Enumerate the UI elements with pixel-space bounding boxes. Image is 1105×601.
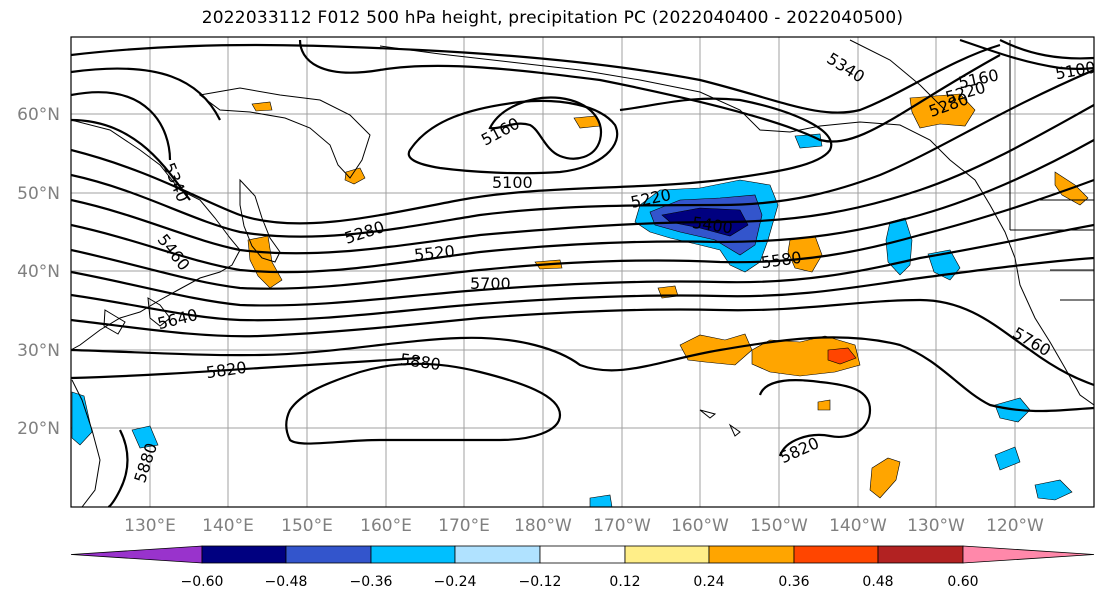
positive-anomaly-patch xyxy=(247,235,283,289)
map-panel: 5340 5160 5100 5220 5280 5400 5460 5520 … xyxy=(17,36,1097,536)
lon-label: 130°W xyxy=(907,516,965,536)
colorbar-segments xyxy=(70,545,1095,564)
colorbar-segment xyxy=(539,545,626,564)
contour-label: 5520 xyxy=(413,242,455,265)
positive-anomaly-patch xyxy=(827,347,857,365)
colorbar-segment xyxy=(201,545,287,564)
map-title: 2022033112 F012 500 hPa height, precipit… xyxy=(201,8,904,28)
colorbar-label: 0.36 xyxy=(778,574,809,590)
colorbar-label: 0.12 xyxy=(609,574,640,590)
colorbar-segment xyxy=(70,545,203,564)
colorbar: −0.60 −0.48 −0.36 −0.24 −0.12 0.12 0.24 … xyxy=(70,545,1095,590)
positive-anomaly-patch xyxy=(344,167,366,185)
colorbar-segment xyxy=(708,545,795,564)
lat-label: 60°N xyxy=(17,105,60,125)
lat-label: 50°N xyxy=(17,184,60,204)
colorbar-label: −0.12 xyxy=(519,574,562,590)
colorbar-segment xyxy=(454,545,541,564)
positive-anomaly-patch xyxy=(251,101,273,112)
negative-anomaly-patch xyxy=(1034,479,1073,501)
colorbar-label: 0.24 xyxy=(693,574,724,590)
lon-label: 160°E xyxy=(360,516,412,536)
lon-label: 150°E xyxy=(281,516,333,536)
negative-anomaly-patch xyxy=(589,494,613,507)
lat-axis-labels: 60°N 50°N 40°N 30°N 20°N xyxy=(17,105,60,439)
map-frame xyxy=(70,36,1095,508)
colorbar-label: 0.48 xyxy=(862,574,893,590)
lat-label: 30°N xyxy=(17,341,60,361)
negative-anomaly-patch xyxy=(794,133,823,149)
colorbar-label: −0.48 xyxy=(265,574,308,590)
lon-label: 120°W xyxy=(986,516,1044,536)
negative-anomaly-patch xyxy=(71,391,93,446)
lon-label: 170°E xyxy=(438,516,490,536)
negative-anomaly-patch xyxy=(131,425,159,449)
colorbar-segment xyxy=(285,545,372,564)
positive-anomaly-patch xyxy=(909,93,976,129)
positive-anomaly-patch xyxy=(869,457,901,499)
negative-anomaly-patch xyxy=(994,446,1021,471)
colorbar-label: 0.60 xyxy=(947,574,978,590)
colorbar-segment xyxy=(962,545,1095,564)
height-contours xyxy=(71,38,1094,507)
colorbar-tick-labels: −0.60 −0.48 −0.36 −0.24 −0.12 0.12 0.24 … xyxy=(181,574,979,590)
positive-anomaly-patch xyxy=(817,399,831,411)
precip-anomaly-shading xyxy=(71,93,1089,507)
positive-anomaly-patch xyxy=(751,335,861,377)
coastlines xyxy=(71,39,1094,507)
colorbar-label: −0.60 xyxy=(181,574,224,590)
lon-label: 140°E xyxy=(202,516,254,536)
lon-label: 160°W xyxy=(671,516,729,536)
lon-label: 150°W xyxy=(750,516,808,536)
lat-label: 40°N xyxy=(17,262,60,282)
lon-axis-labels: 130°E 140°E 150°E 160°E 170°E 180°W 170°… xyxy=(124,516,1044,536)
colorbar-label: −0.36 xyxy=(350,574,393,590)
colorbar-label: −0.24 xyxy=(434,574,477,590)
lon-label: 170°W xyxy=(593,516,651,536)
contour-label: 5100 xyxy=(492,173,533,192)
colorbar-segment xyxy=(877,545,964,564)
lat-label: 20°N xyxy=(17,419,60,439)
colorbar-segment xyxy=(793,545,879,564)
contour-label: 5700 xyxy=(470,274,511,293)
lon-label: 130°E xyxy=(124,516,176,536)
lon-label: 140°W xyxy=(829,516,887,536)
lon-label: 180°W xyxy=(514,516,572,536)
colorbar-segment xyxy=(370,545,456,564)
colorbar-segment xyxy=(624,545,710,564)
